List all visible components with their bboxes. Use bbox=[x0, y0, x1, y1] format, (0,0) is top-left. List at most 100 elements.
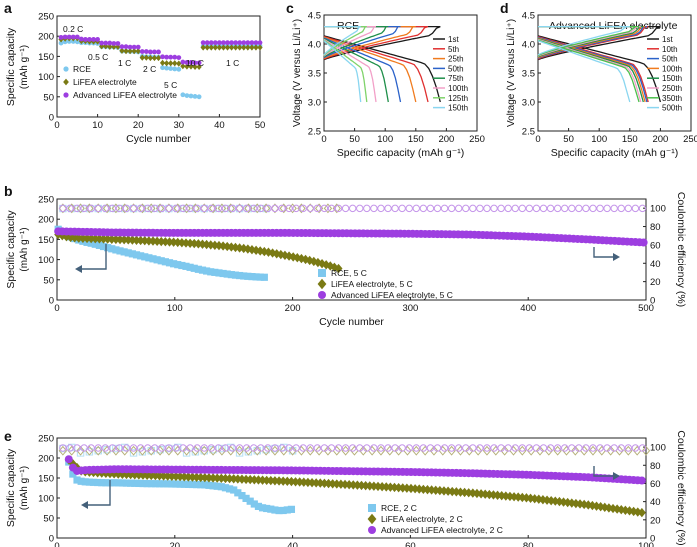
panel-a-point bbox=[172, 66, 178, 72]
capacity-point bbox=[252, 273, 260, 281]
ce-point bbox=[638, 444, 647, 452]
capacity-point bbox=[153, 256, 161, 264]
capacity-point bbox=[219, 269, 227, 278]
ce-point bbox=[270, 203, 280, 214]
discharge-curve bbox=[323, 38, 377, 103]
x-axis-label: Cycle number bbox=[319, 316, 384, 328]
ce-point bbox=[179, 204, 187, 213]
ce-point bbox=[271, 204, 279, 213]
capacity-point bbox=[160, 480, 168, 488]
panel-a-point bbox=[66, 34, 72, 40]
ce-point bbox=[539, 204, 548, 213]
y-tick-label: 3.5 bbox=[522, 69, 535, 80]
panel-a-point bbox=[111, 41, 117, 46]
capacity-point bbox=[137, 252, 145, 260]
x-tick-label: 80 bbox=[523, 541, 534, 547]
ce-point bbox=[588, 445, 598, 456]
ce-point bbox=[546, 444, 555, 452]
capacity-point bbox=[244, 272, 252, 280]
capacity-point bbox=[163, 471, 172, 481]
ce-point bbox=[288, 445, 297, 456]
ce-point bbox=[596, 444, 604, 452]
ce-point bbox=[80, 444, 88, 452]
y2-tick-label: 60 bbox=[650, 240, 661, 251]
x-tick-label: 50 bbox=[349, 134, 360, 145]
panel-a-point bbox=[164, 54, 170, 60]
y2-tick-label: 80 bbox=[650, 222, 661, 233]
legend-marker bbox=[63, 66, 69, 72]
panel-a-point bbox=[123, 48, 129, 55]
legend-label: Advanced LiFEA electrolyte, 2 C bbox=[381, 525, 503, 535]
ce-point bbox=[327, 444, 336, 452]
capacity-point bbox=[213, 473, 222, 483]
capacity-point bbox=[157, 257, 165, 265]
capacity-point bbox=[151, 480, 159, 488]
charge-curve bbox=[323, 25, 367, 56]
legend-label: Advanced LiFEA electrolyte, 5 C bbox=[331, 290, 453, 300]
legend-marker bbox=[63, 92, 69, 98]
ce-point bbox=[129, 444, 138, 452]
y-axis-label: Voltage (V versus Li/Li⁺) bbox=[292, 19, 303, 127]
x-tick-label: 500 bbox=[638, 303, 654, 314]
panel-a-point bbox=[224, 44, 231, 51]
ce-point bbox=[235, 449, 244, 457]
legend-label: 350th bbox=[662, 94, 682, 103]
axis-arrow bbox=[86, 480, 111, 506]
ce-point bbox=[214, 204, 223, 213]
ce-point bbox=[553, 444, 562, 452]
capacity-point bbox=[87, 233, 96, 244]
ce-point bbox=[377, 204, 385, 213]
ce-point bbox=[419, 204, 428, 213]
ce-point bbox=[631, 204, 640, 213]
ce-point bbox=[129, 445, 138, 456]
capacity-point bbox=[184, 480, 192, 488]
capacity-point bbox=[217, 483, 225, 491]
capacity-point bbox=[349, 480, 358, 490]
y-tick-label: 3.0 bbox=[522, 98, 535, 109]
capacity-point bbox=[223, 241, 232, 252]
ce-point bbox=[384, 204, 392, 213]
rate-label: 1 C bbox=[118, 58, 131, 68]
ce-point bbox=[391, 444, 399, 452]
plot-frame bbox=[56, 198, 647, 301]
rate-label: 10 C bbox=[186, 58, 204, 68]
ce-point bbox=[462, 444, 470, 452]
capacity-point bbox=[456, 487, 465, 497]
ce-point bbox=[292, 444, 300, 452]
ce-point bbox=[179, 444, 187, 452]
ce-point bbox=[589, 444, 597, 452]
legend-marker bbox=[367, 513, 377, 525]
panel-a-point bbox=[143, 54, 149, 61]
capacity-point bbox=[256, 246, 265, 256]
y-tick-label: 200 bbox=[38, 215, 54, 226]
y2-tick-label: 0 bbox=[650, 296, 655, 307]
capacity-point bbox=[172, 471, 180, 482]
panel-a-point bbox=[225, 40, 230, 46]
legend-label: 1st bbox=[662, 35, 673, 44]
ce-point bbox=[532, 204, 541, 213]
y-tick-label: 3.5 bbox=[308, 69, 321, 80]
capacity-point bbox=[223, 270, 231, 278]
capacity-point bbox=[107, 234, 116, 244]
ce-point bbox=[603, 444, 611, 452]
capacity-point bbox=[207, 268, 215, 276]
ce-point bbox=[285, 204, 293, 213]
ce-point bbox=[504, 204, 512, 213]
capacity-point bbox=[256, 273, 264, 281]
panel-a-point bbox=[62, 34, 68, 40]
capacity-point bbox=[202, 239, 211, 250]
ce-point bbox=[320, 204, 329, 213]
panel-a-point bbox=[220, 44, 227, 51]
capacity-point bbox=[543, 495, 552, 505]
capacity-point bbox=[155, 480, 164, 488]
y-tick-label: 150 bbox=[38, 235, 54, 246]
x-tick-label: 150 bbox=[408, 134, 424, 145]
rate-label: 0.2 C bbox=[63, 24, 83, 34]
panel-a-point bbox=[176, 55, 182, 61]
capacity-point bbox=[198, 266, 207, 274]
ce-point bbox=[136, 444, 145, 452]
panel-a-point bbox=[70, 34, 76, 40]
capacity-point bbox=[186, 238, 195, 248]
ce-point bbox=[561, 204, 569, 213]
x-tick-label: 100 bbox=[638, 541, 654, 547]
